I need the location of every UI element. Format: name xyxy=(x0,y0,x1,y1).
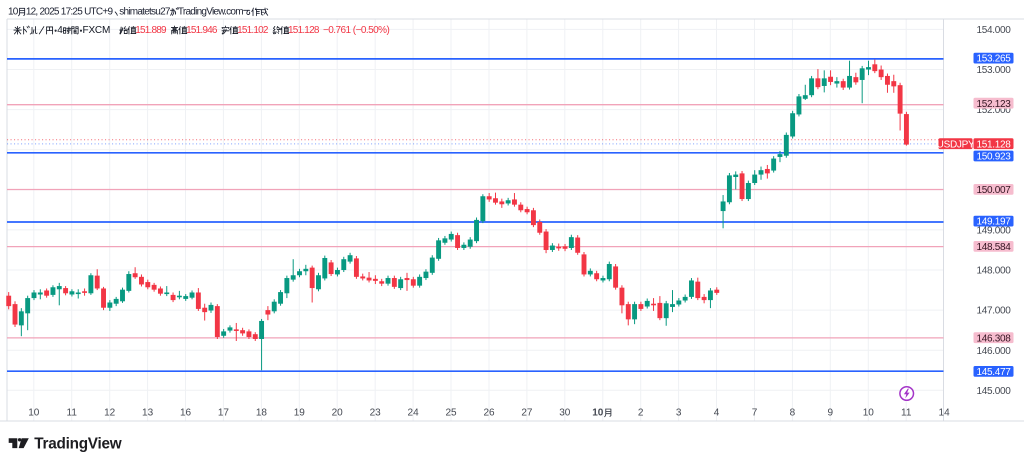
svg-text:152.000: 152.000 xyxy=(977,105,1012,116)
svg-text:11: 11 xyxy=(901,408,912,419)
svg-text:150.007: 150.007 xyxy=(976,185,1011,196)
svg-text:10: 10 xyxy=(863,408,875,419)
svg-text:20: 20 xyxy=(332,408,344,419)
svg-text:12: 12 xyxy=(104,408,116,419)
svg-text:154.000: 154.000 xyxy=(977,25,1012,36)
svg-text:10: 10 xyxy=(8,7,19,18)
svg-text:153.265: 153.265 xyxy=(976,54,1011,65)
svg-text:148.584: 148.584 xyxy=(976,242,1011,253)
svg-text:145.477: 145.477 xyxy=(976,367,1011,378)
svg-text:149.000: 149.000 xyxy=(977,226,1012,237)
svg-text:−0.761 (−0.50%): −0.761 (−0.50%) xyxy=(323,25,389,36)
svg-text:19: 19 xyxy=(294,408,306,419)
svg-text:152.123: 152.123 xyxy=(976,99,1011,110)
svg-text:151.889: 151.889 xyxy=(135,25,167,36)
svg-text:10: 10 xyxy=(28,408,40,419)
svg-text:TradingView.com: TradingView.com xyxy=(178,7,243,18)
svg-text:18: 18 xyxy=(256,408,268,419)
svg-text:23: 23 xyxy=(370,408,382,419)
svg-text:151.128: 151.128 xyxy=(976,139,1011,150)
svg-text:27: 27 xyxy=(521,408,533,419)
svg-text:13: 13 xyxy=(142,408,154,419)
svg-text:148.000: 148.000 xyxy=(977,266,1012,277)
svg-text:24: 24 xyxy=(408,408,420,419)
svg-text:146.000: 146.000 xyxy=(977,346,1012,357)
svg-text:14: 14 xyxy=(939,408,951,419)
svg-text:149.197: 149.197 xyxy=(976,217,1011,228)
svg-text:25: 25 xyxy=(445,408,457,419)
svg-text:30: 30 xyxy=(559,408,571,419)
svg-text:8: 8 xyxy=(790,408,796,419)
svg-text:2: 2 xyxy=(638,408,644,419)
svg-text:151.946: 151.946 xyxy=(186,25,218,36)
svg-text:145.000: 145.000 xyxy=(977,386,1012,397)
svg-text:3: 3 xyxy=(676,408,682,419)
svg-text:10: 10 xyxy=(592,408,604,419)
svg-text:shimatetsu27: shimatetsu27 xyxy=(119,7,171,18)
svg-text:USDJPY: USDJPY xyxy=(937,139,975,150)
svg-text:TradingView: TradingView xyxy=(34,436,121,453)
svg-text:16: 16 xyxy=(180,408,192,419)
svg-text:153.000: 153.000 xyxy=(977,65,1012,76)
svg-text:9: 9 xyxy=(828,408,834,419)
svg-text:26: 26 xyxy=(483,408,495,419)
svg-text:FXCM: FXCM xyxy=(83,25,111,36)
svg-text:151.128: 151.128 xyxy=(288,25,320,36)
svg-text:146.308: 146.308 xyxy=(976,333,1011,344)
svg-text:17: 17 xyxy=(218,408,230,419)
svg-text:11: 11 xyxy=(67,408,78,419)
svg-text:7: 7 xyxy=(752,408,758,419)
svg-text:4: 4 xyxy=(57,25,63,36)
svg-text:150.923: 150.923 xyxy=(976,152,1011,163)
svg-text:151.102: 151.102 xyxy=(237,25,269,36)
svg-text:12, 2025 17:25 UTC+9: 12, 2025 17:25 UTC+9 xyxy=(26,7,114,18)
svg-text:4: 4 xyxy=(714,408,720,419)
svg-text:147.000: 147.000 xyxy=(977,306,1012,317)
